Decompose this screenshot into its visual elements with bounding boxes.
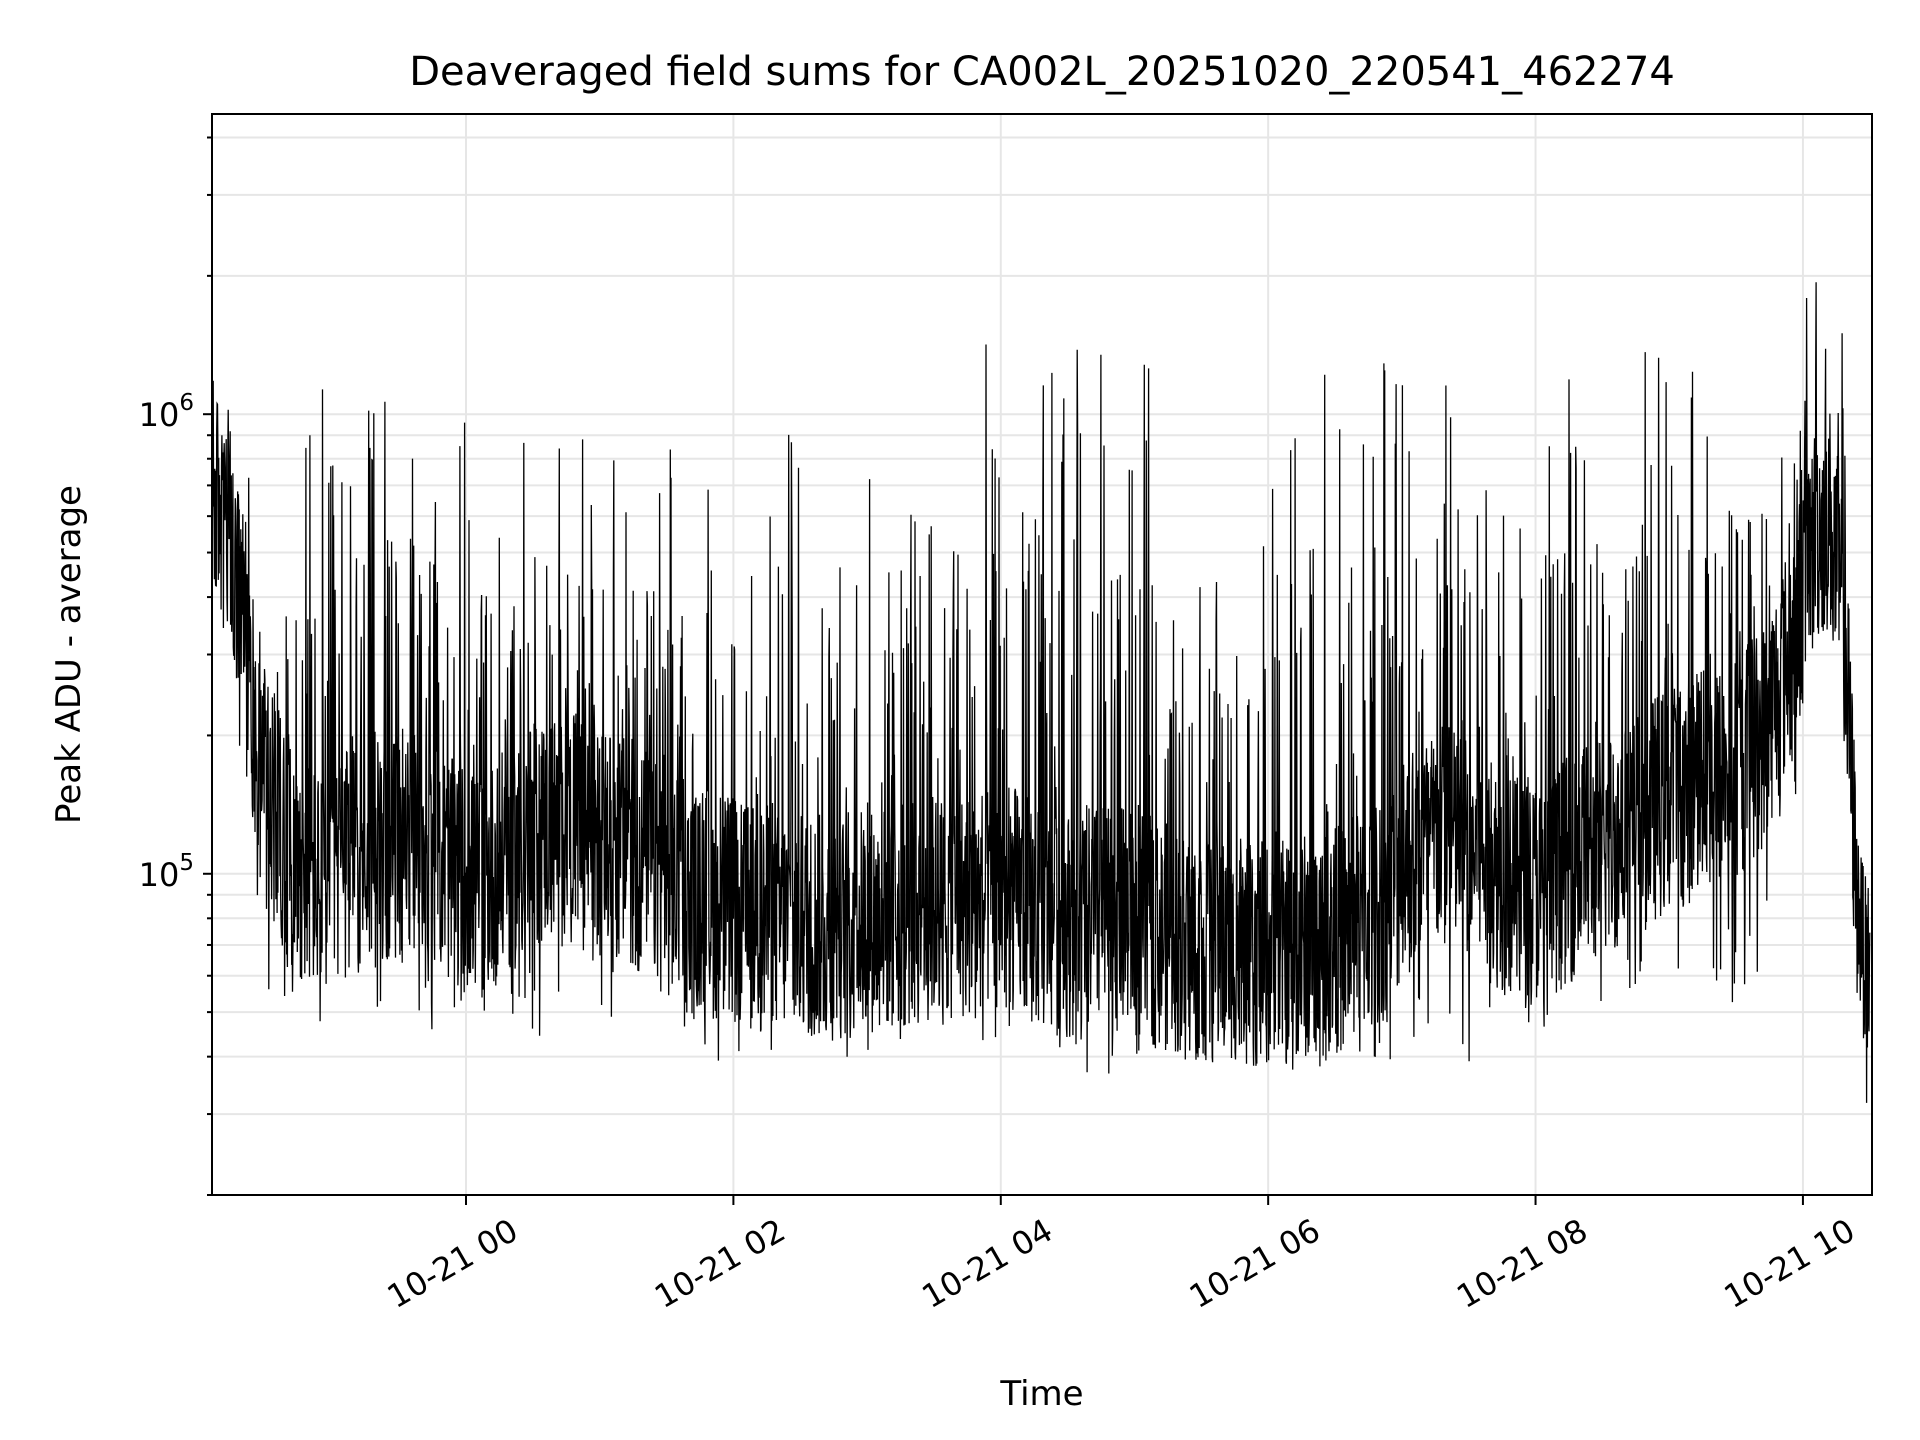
chart-title: Deaveraged field sums for CA002L_2025102…: [409, 49, 1675, 95]
y-tick-exponent: 6: [179, 390, 194, 416]
y-tick-exponent: 5: [179, 850, 194, 876]
series-trace: [211, 282, 1871, 1103]
y-axis-label: Peak ADU - average: [49, 485, 89, 824]
y-tick-base: 10: [139, 396, 180, 434]
y-tick-label: 106: [139, 390, 194, 434]
y-tick-base: 10: [139, 856, 180, 894]
series-line: [211, 282, 1871, 1103]
y-tick-label: 105: [139, 850, 194, 894]
x-axis-label: Time: [999, 1374, 1083, 1414]
